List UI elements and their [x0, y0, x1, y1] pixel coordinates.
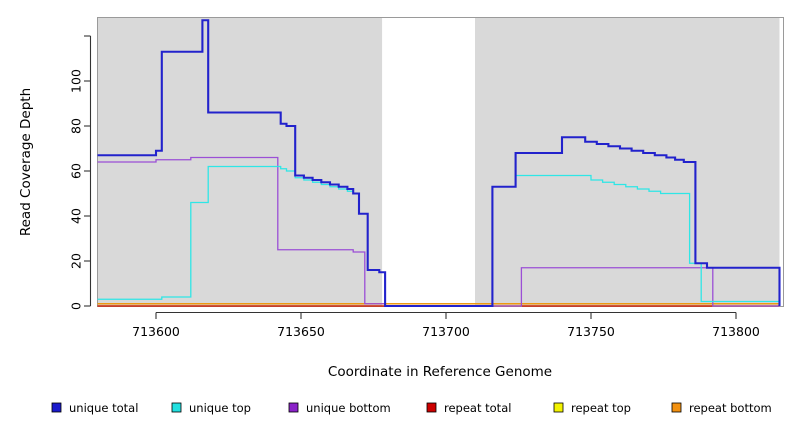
- plot-region: [475, 17, 780, 307]
- legend-label-unique-total: unique total: [69, 401, 138, 415]
- x-tick-label: 713800: [712, 324, 760, 339]
- y-tick-label: 60: [69, 163, 84, 179]
- legend-swatch-unique-top: [171, 402, 182, 413]
- data-series-group: [97, 19, 781, 308]
- legend-label-unique-top: unique top: [189, 401, 251, 415]
- series-line-unique-total: [97, 19, 781, 308]
- x-tick-label: 713750: [567, 324, 615, 339]
- chart-legend: unique total unique top unique bottom repea…: [51, 401, 772, 415]
- plot-region: [382, 17, 475, 307]
- y-axis-title: Read Coverage Depth: [18, 88, 34, 236]
- legend-swatch-repeat-bottom: [671, 402, 682, 413]
- x-tick-label: 713700: [422, 324, 470, 339]
- y-axis: 0 20 40 60 80 100: [69, 35, 92, 310]
- y-tick-label: 100: [69, 69, 84, 93]
- x-axis-title: Coordinate in Reference Genome: [328, 364, 552, 380]
- legend-label-repeat-total: repeat total: [444, 401, 511, 415]
- legend-swatch-unique-bottom: [288, 402, 299, 413]
- legend-label-repeat-top: repeat top: [571, 401, 631, 415]
- legend-swatch-unique-total: [51, 402, 62, 413]
- y-tick-label: 80: [69, 118, 84, 134]
- legend-label-repeat-bottom: repeat bottom: [689, 401, 772, 415]
- series-line-unique-bottom: [97, 156, 780, 307]
- legend-label-unique-bottom: unique bottom: [306, 401, 391, 415]
- legend-swatch-repeat-top: [553, 402, 564, 413]
- x-tick-label: 713650: [277, 324, 325, 339]
- x-axis: 713600 713650 713700 713750 713800: [132, 311, 760, 339]
- y-tick-label: 20: [69, 253, 84, 269]
- y-tick-label: 40: [69, 208, 84, 224]
- plot-background-regions: [97, 17, 780, 307]
- x-tick-label: 713600: [132, 324, 180, 339]
- y-tick-label: 0: [69, 302, 84, 310]
- legend-swatch-repeat-total: [426, 402, 437, 413]
